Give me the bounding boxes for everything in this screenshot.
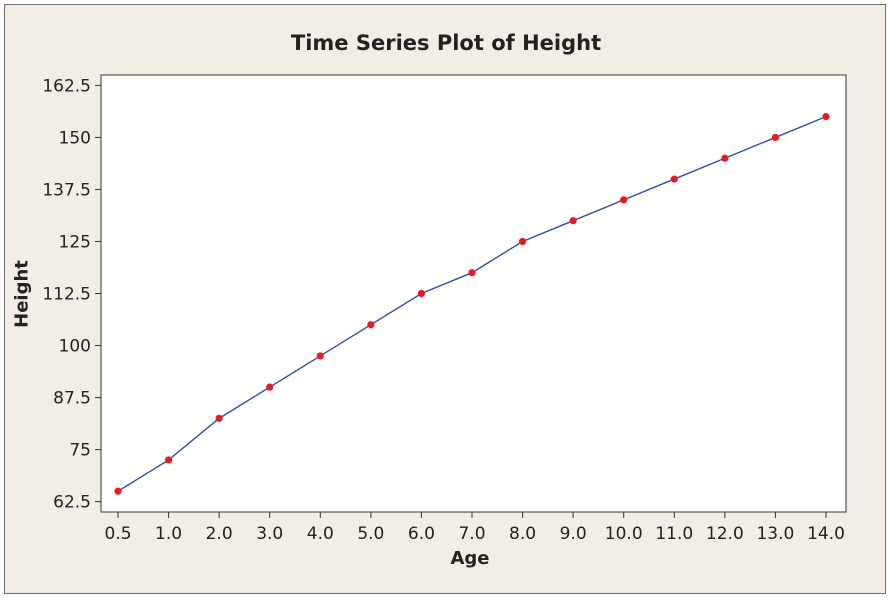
data-point [114,487,122,495]
y-tick-label: 125 [59,232,91,252]
x-tick-label: 6.0 [408,524,435,544]
data-point [367,321,375,329]
y-tick-label: 100 [59,337,91,357]
data-point [670,175,678,183]
x-tick-label: 3.0 [256,524,283,544]
data-point [620,196,628,204]
x-tick-label: 0.5 [104,524,131,544]
x-tick-label: 5.0 [357,524,384,544]
y-tick-label: 162.5 [42,76,91,96]
x-tick-label: 10.0 [605,524,643,544]
data-point [721,154,729,162]
data-point [771,133,780,142]
data-point [468,269,476,277]
y-tick-label: 75 [69,441,91,461]
x-tick-label: 2.0 [206,524,233,544]
x-tick-label: 9.0 [560,524,587,544]
x-tick-label: 11.0 [655,524,693,544]
y-tick-label: 150 [59,128,91,148]
x-tick-label: 13.0 [756,524,794,544]
x-axis: 0.5 1.0 2.0 3.0 4.0 5.0 6.0 7.0 8.0 9.0 10.0 11.0 12… [104,512,845,544]
data-point [822,113,830,121]
data-point [316,352,324,360]
y-axis: 62.5 75 87.5 100 112.5 125 137.5 150 162.5 [42,76,101,513]
x-tick-label: 1.0 [155,524,182,544]
chart-title: Time Series Plot of Height [290,31,602,55]
x-tick-label: 14.0 [807,524,845,544]
x-axis-label: Age [450,548,490,569]
plot-area [100,74,847,513]
x-tick-label: 8.0 [509,524,536,544]
y-tick-label: 62.5 [53,493,91,513]
data-point [215,414,223,422]
data-point [518,237,527,246]
x-tick-label: 12.0 [706,524,744,544]
data-point [164,456,173,464]
y-tick-label: 87.5 [53,389,91,409]
series-markers [114,113,830,495]
data-point [417,289,426,298]
data-point [266,383,274,391]
y-tick-label: 137.5 [42,180,91,200]
x-tick-label: 4.0 [307,524,334,544]
x-tick-label: 7.0 [458,524,485,544]
y-tick-label: 112.5 [42,285,91,305]
data-point [569,217,577,225]
